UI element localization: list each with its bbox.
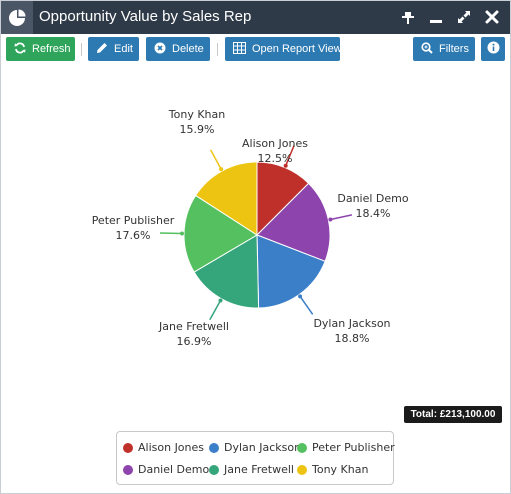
edit-label: Edit: [114, 43, 133, 55]
slice-percent-label: 17.6%: [116, 229, 151, 242]
edit-button[interactable]: Edit: [88, 37, 139, 61]
pie-chart-icon: [1, 1, 33, 34]
legend-item[interactable]: Dylan Jackson: [209, 441, 301, 454]
refresh-button[interactable]: Refresh: [6, 37, 75, 61]
open-report-view-label: Open Report View: [252, 43, 342, 55]
slice-name-label: Alison Jones: [242, 137, 308, 150]
slice-connector-dot: [180, 231, 184, 236]
slice-percent-label: 12.5%: [258, 152, 293, 165]
pie-slice[interactable]: [183, 194, 258, 273]
slice-connector: [299, 295, 314, 315]
legend-swatch: [209, 442, 219, 453]
search-icon: [421, 41, 433, 57]
pie-slice[interactable]: [256, 161, 310, 237]
legend-item[interactable]: Alison Jones: [123, 441, 204, 454]
pin-icon[interactable]: [398, 7, 418, 27]
pie-slice[interactable]: [256, 234, 326, 309]
info-button[interactable]: [481, 37, 505, 61]
legend-swatch: [123, 442, 133, 453]
info-icon: [487, 41, 500, 57]
slice-name-label: Dylan Jackson: [313, 317, 390, 330]
legend-swatch: [297, 442, 307, 453]
pencil-icon: [96, 42, 108, 57]
legend-item[interactable]: Peter Publisher: [297, 441, 395, 454]
legend-label: Daniel Demo: [138, 463, 210, 476]
slice-name-label: Tony Khan: [168, 108, 225, 121]
slice-percent-label: 16.9%: [177, 335, 212, 348]
slice-connector: [209, 149, 222, 170]
filters-label: Filters: [439, 43, 469, 55]
delete-label: Delete: [172, 43, 204, 55]
legend-label: Alison Jones: [138, 441, 205, 454]
legend-label: Jane Fretwell: [224, 463, 294, 476]
minimize-icon[interactable]: [426, 7, 446, 27]
slice-name-label: Jane Fretwell: [158, 320, 229, 333]
open-report-view-button[interactable]: Open Report View: [225, 37, 342, 61]
legend-label: Tony Khan: [312, 463, 369, 476]
legend-item[interactable]: Daniel Demo: [123, 463, 209, 476]
slice-connector-dot: [298, 294, 303, 299]
table-icon: [233, 41, 246, 57]
slice-name-label: Peter Publisher: [92, 214, 175, 227]
close-icon[interactable]: [482, 7, 502, 27]
slice-connector: [209, 300, 222, 321]
slice-percent-label: 18.4%: [356, 207, 391, 220]
window-title-bar: Opportunity Value by Sales Rep: [0, 0, 511, 34]
toolbar-separator: [81, 43, 82, 56]
slice-connector: [285, 145, 295, 166]
legend-item[interactable]: Tony Khan: [297, 463, 368, 476]
legend-item[interactable]: Jane Fretwell: [209, 463, 294, 476]
slice-connector: [159, 232, 183, 235]
legend-swatch: [209, 464, 219, 475]
slice-name-label: Daniel Demo: [337, 192, 409, 205]
legend-label: Dylan Jackson: [224, 441, 302, 454]
slice-percent-label: 15.9%: [180, 123, 215, 136]
toolbar: Refresh Edit Delete Open Report View Fil…: [0, 33, 511, 65]
pie-slice[interactable]: [193, 234, 260, 309]
window-title: Opportunity Value by Sales Rep: [39, 8, 252, 25]
slice-connector: [330, 214, 353, 221]
delete-icon: [154, 42, 166, 57]
refresh-icon: [14, 42, 26, 57]
expand-icon[interactable]: [454, 7, 474, 27]
slice-connector-dot: [328, 217, 333, 222]
pie-slice[interactable]: [194, 161, 258, 236]
slice-connector-dot: [218, 298, 223, 303]
legend-swatch: [297, 464, 307, 475]
slice-percent-label: 18.8%: [335, 332, 370, 345]
refresh-label: Refresh: [32, 43, 71, 55]
total-badge: Total: £213,100.00: [404, 406, 502, 423]
toolbar-separator: [217, 43, 218, 56]
slice-connector-dot: [219, 167, 224, 172]
legend-swatch: [123, 464, 133, 475]
slice-connector-dot: [283, 163, 288, 168]
chart-legend: Alison Jones Dylan Jackson Peter Publish…: [116, 431, 395, 485]
legend-label: Peter Publisher: [312, 441, 395, 454]
filters-button[interactable]: Filters: [413, 37, 475, 61]
delete-button[interactable]: Delete: [146, 37, 210, 61]
